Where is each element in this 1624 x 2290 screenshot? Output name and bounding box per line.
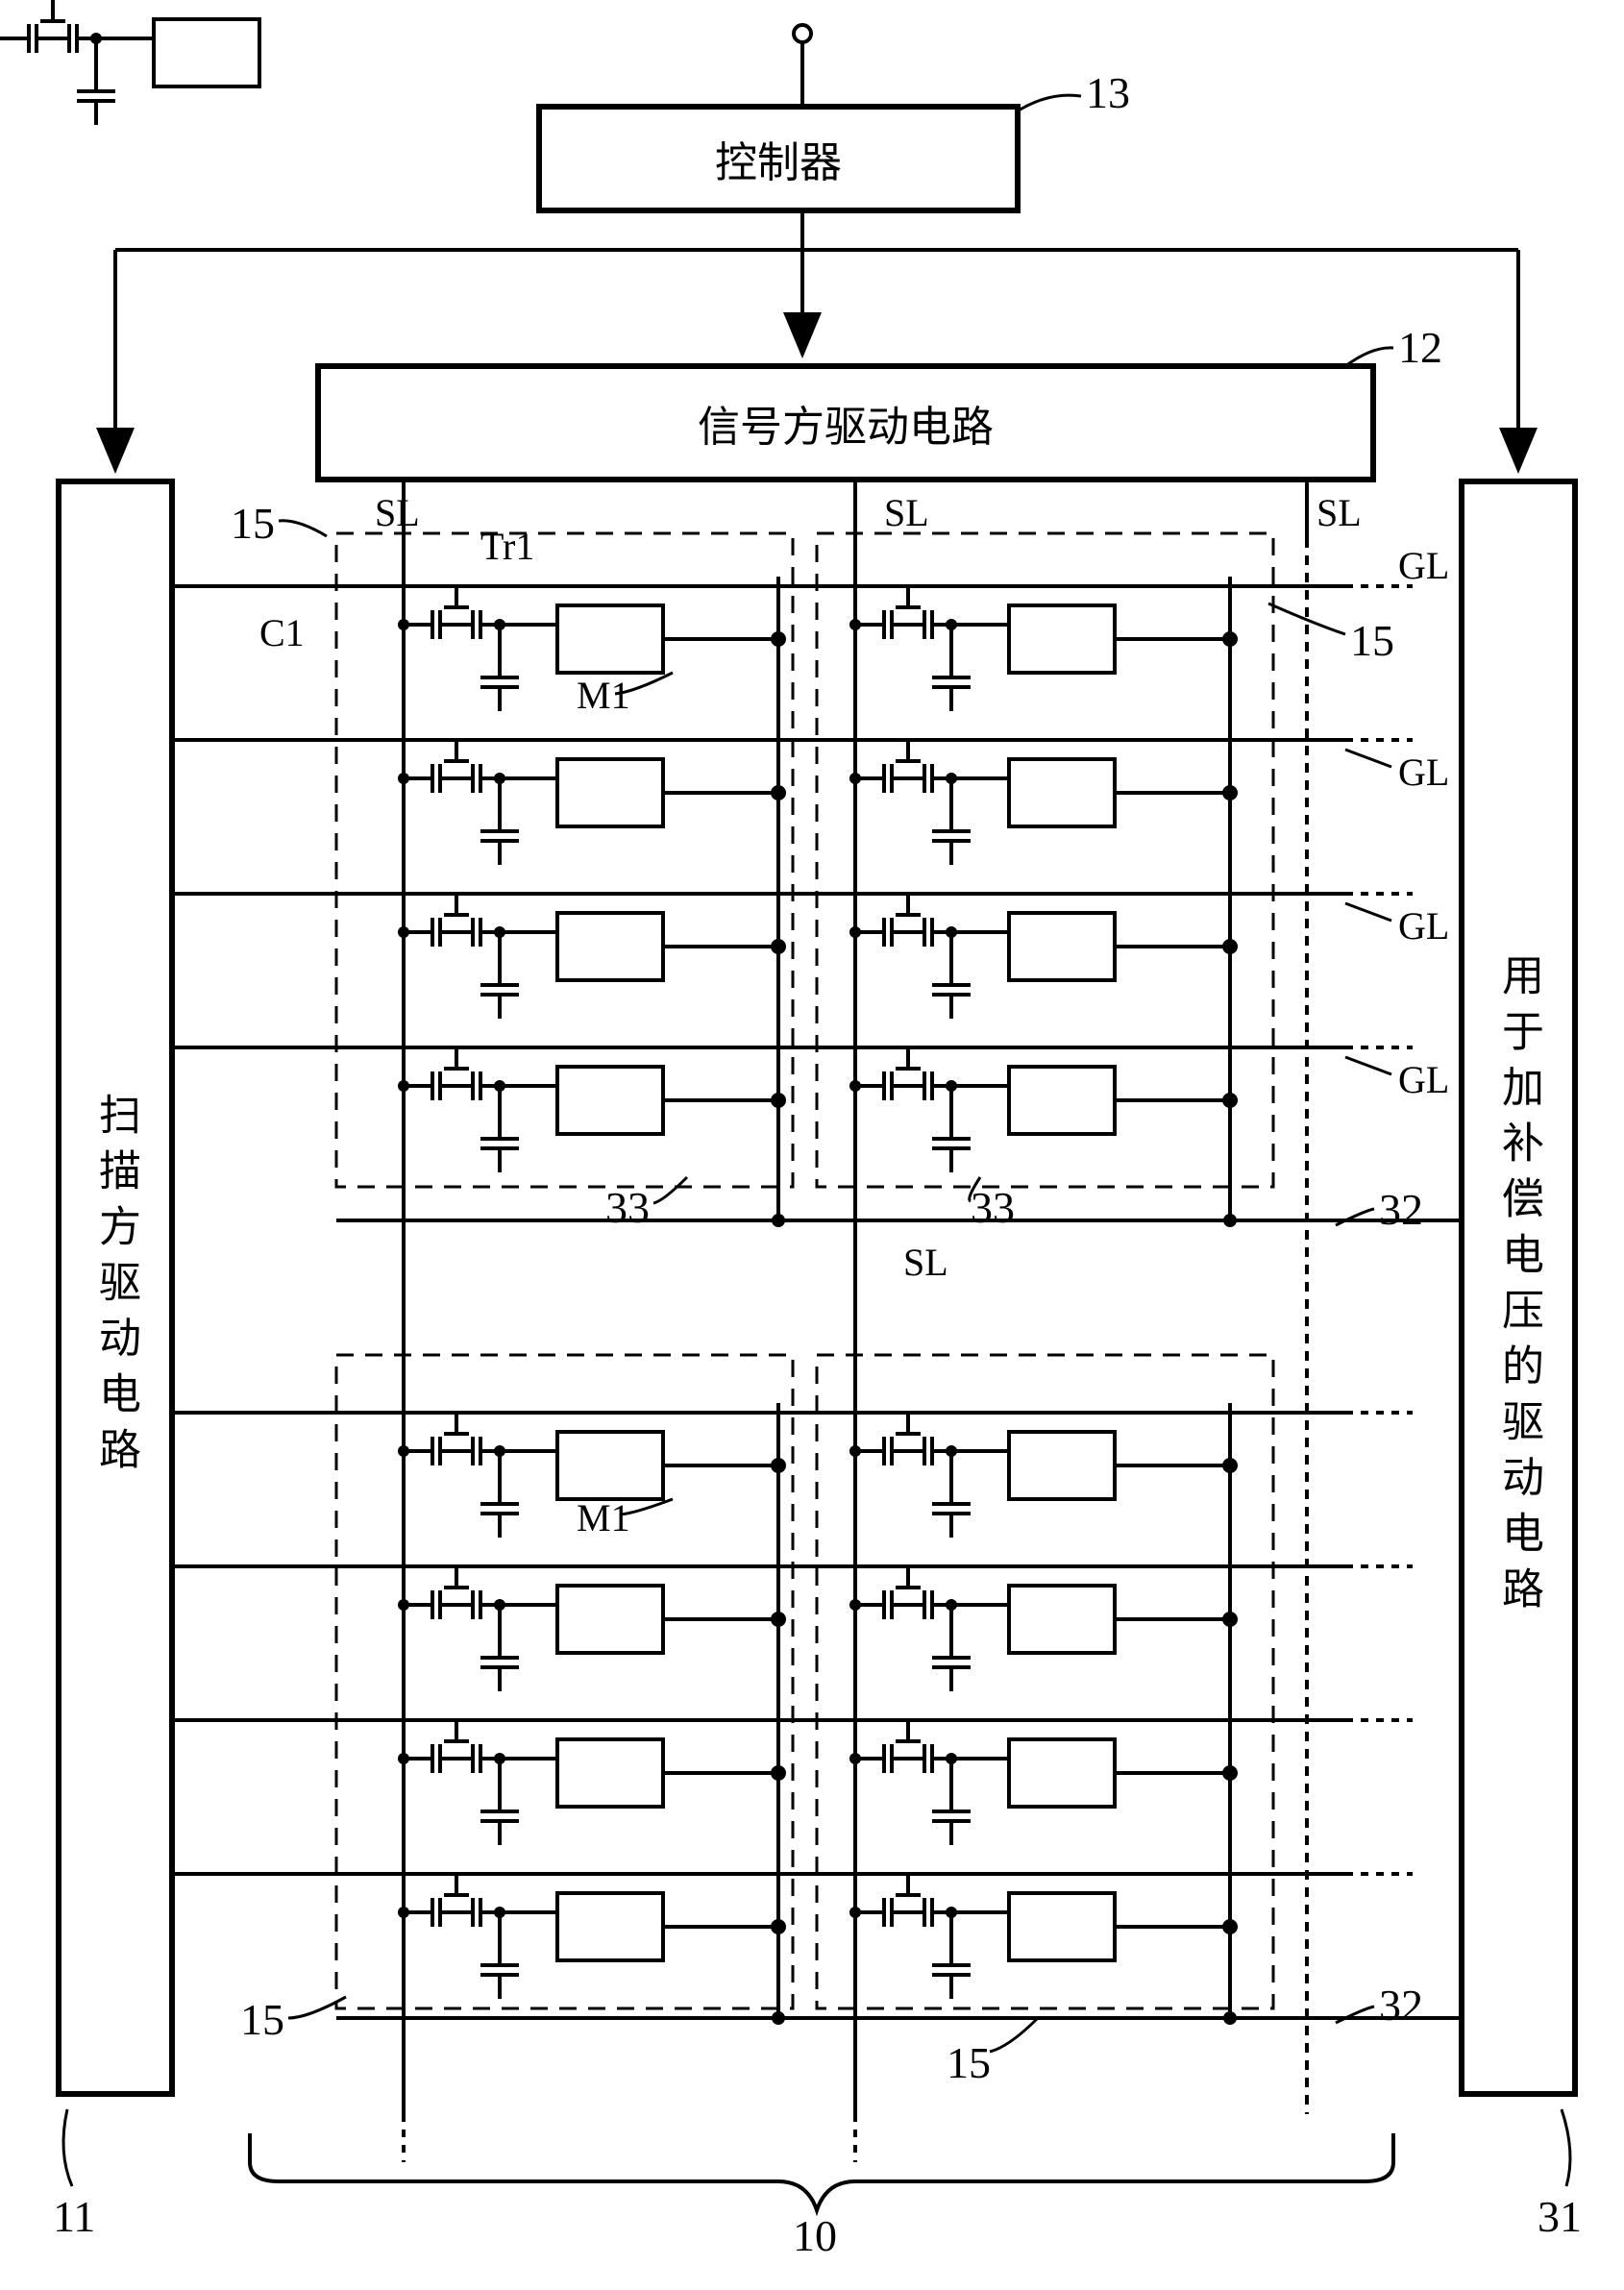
signal-driver-label: 信号方驱动电路 bbox=[698, 392, 994, 454]
scan-driver-block: 扫描方驱动电路 bbox=[58, 480, 173, 2095]
label-m1: M1 bbox=[577, 673, 630, 718]
ref-13: 13 bbox=[1086, 67, 1130, 118]
controller-block: 控制器 bbox=[538, 106, 1019, 211]
ref-15-br: 15 bbox=[947, 2037, 991, 2088]
label-sl-1: SL bbox=[375, 490, 420, 535]
ref-32-a: 32 bbox=[1379, 1184, 1423, 1235]
comp-driver-block: 用于加补偿电压的驱动电路 bbox=[1461, 480, 1576, 2095]
label-sl-mid: SL bbox=[903, 1240, 948, 1285]
ref-15-bl: 15 bbox=[240, 1994, 284, 2045]
label-sl-2: SL bbox=[884, 490, 929, 535]
ref-32-b: 32 bbox=[1379, 1980, 1423, 2031]
ref-33-a: 33 bbox=[605, 1182, 650, 1233]
label-c1: C1 bbox=[259, 610, 305, 655]
ref-33-b: 33 bbox=[971, 1182, 1015, 1233]
ref-15-tr: 15 bbox=[1350, 615, 1394, 666]
scan-driver-label: 扫描方驱动电路 bbox=[85, 1093, 146, 1483]
label-gl-4: GL bbox=[1398, 1057, 1449, 1102]
ref-11: 11 bbox=[53, 2191, 95, 2242]
label-tr1: Tr1 bbox=[480, 524, 534, 569]
ref-12: 12 bbox=[1398, 322, 1442, 373]
label-m1-b: M1 bbox=[577, 1495, 630, 1540]
ref-10: 10 bbox=[793, 2210, 837, 2261]
diagram-canvas: 控制器 13 信号方驱动电路 12 扫描方驱动电路 11 用于加补偿电压的驱动电… bbox=[0, 0, 1624, 2290]
signal-driver-block: 信号方驱动电路 bbox=[317, 365, 1374, 480]
comp-driver-label: 用于加补偿电压的驱动电路 bbox=[1488, 953, 1549, 1622]
label-gl-2: GL bbox=[1398, 750, 1449, 795]
controller-label: 控制器 bbox=[715, 128, 842, 189]
ref-31: 31 bbox=[1538, 2191, 1582, 2242]
label-sl-3: SL bbox=[1316, 490, 1362, 535]
ref-15-tl: 15 bbox=[231, 498, 275, 549]
label-gl-1: GL bbox=[1398, 543, 1449, 588]
wiring-svg bbox=[0, 0, 1624, 2290]
label-gl-3: GL bbox=[1398, 903, 1449, 948]
